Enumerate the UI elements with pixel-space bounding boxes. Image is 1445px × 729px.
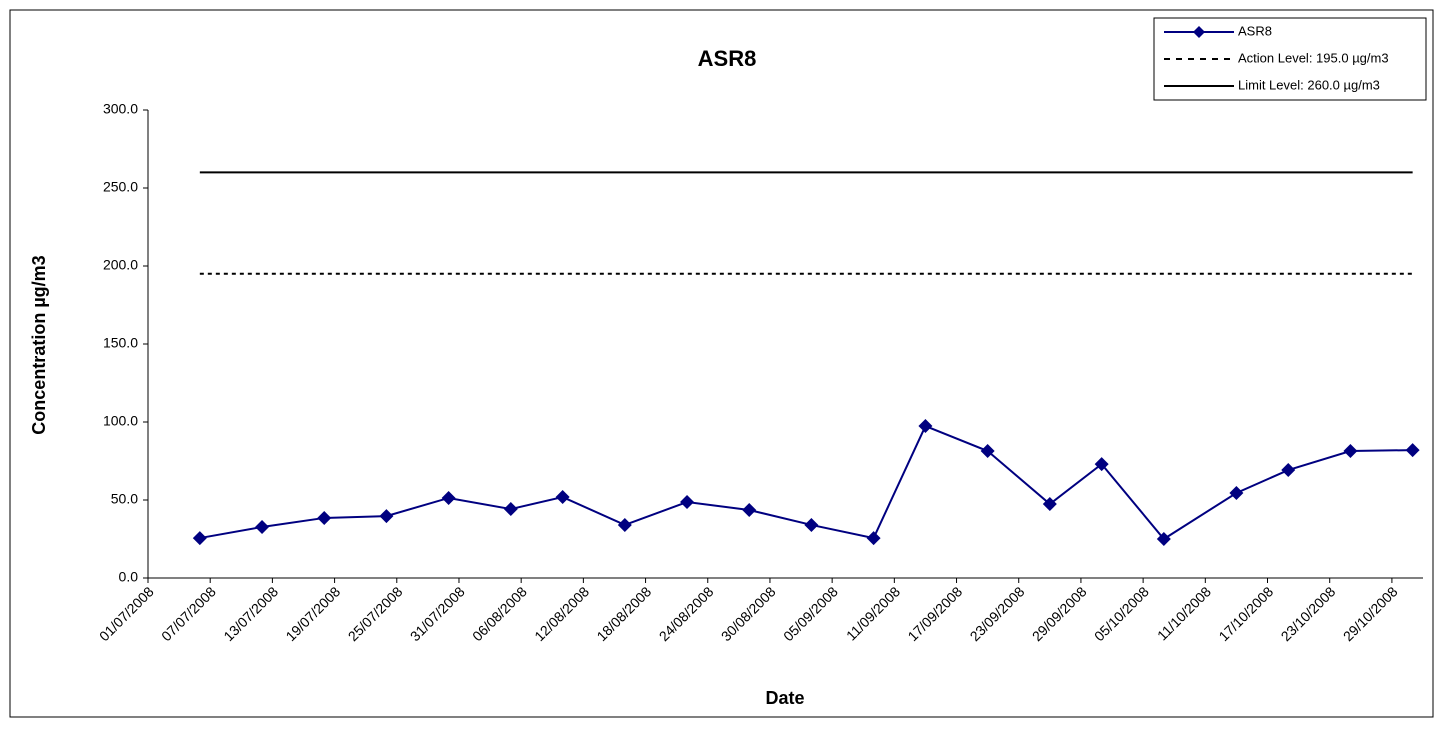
- data-point: [441, 490, 456, 505]
- y-tick-label: 100.0: [103, 413, 138, 429]
- legend-label: ASR8: [1238, 23, 1272, 38]
- data-point: [804, 517, 819, 532]
- x-axis-label: Date: [765, 688, 804, 708]
- y-tick-label: 200.0: [103, 257, 138, 273]
- data-point: [192, 531, 207, 546]
- y-tick-label: 150.0: [103, 335, 138, 351]
- data-point: [255, 519, 270, 534]
- data-point: [1281, 463, 1296, 478]
- data-point: [866, 531, 881, 546]
- legend-label: Limit Level: 260.0 µg/m3: [1238, 77, 1380, 92]
- chart-title: ASR8: [698, 46, 757, 71]
- y-tick-label: 0.0: [119, 569, 139, 585]
- data-point: [1229, 485, 1244, 500]
- data-point: [1042, 497, 1057, 512]
- y-tick-label: 300.0: [103, 101, 138, 117]
- data-point: [742, 502, 757, 517]
- data-point: [503, 502, 518, 517]
- data-point: [379, 509, 394, 524]
- y-axis-label: Concentration µg/m3: [29, 255, 49, 434]
- legend-label: Action Level: 195.0 µg/m3: [1238, 50, 1389, 65]
- data-point: [680, 495, 695, 510]
- data-point: [980, 444, 995, 459]
- data-point: [317, 510, 332, 525]
- chart-border: [9, 9, 1434, 718]
- data-point: [1343, 444, 1358, 459]
- data-point: [617, 517, 632, 532]
- data-point: [1094, 457, 1109, 472]
- data-point: [1156, 532, 1171, 546]
- data-point: [1405, 443, 1420, 458]
- data-point: [918, 419, 933, 434]
- legend-marker: [1193, 26, 1205, 38]
- data-point: [555, 490, 570, 505]
- y-tick-label: 250.0: [103, 179, 138, 195]
- y-tick-label: 50.0: [111, 491, 138, 507]
